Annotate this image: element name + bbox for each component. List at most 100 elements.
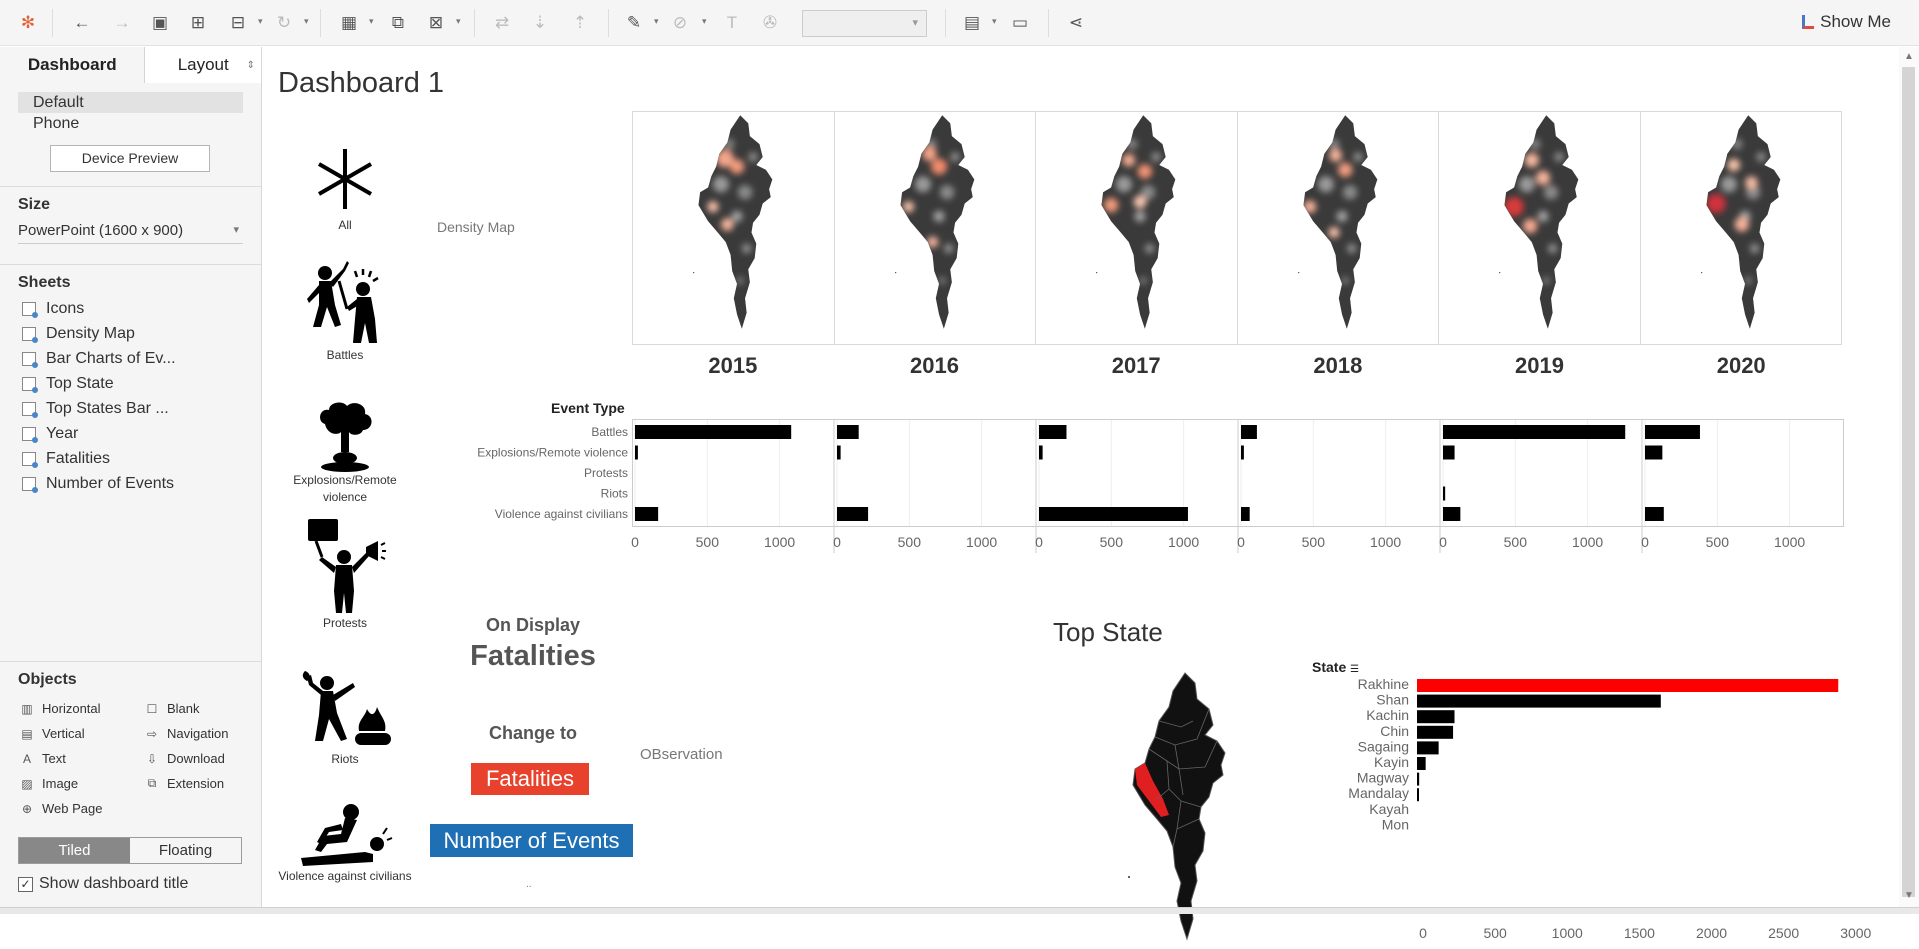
- swap-icon[interactable]: ⇄: [494, 13, 510, 32]
- object-extension[interactable]: ⧉ Extension: [143, 773, 268, 794]
- sheet-item[interactable]: Icons: [22, 296, 261, 321]
- pin-icon[interactable]: ✇: [762, 13, 778, 32]
- bar-2016[interactable]: [837, 425, 859, 439]
- filter-violence-civilians[interactable]: Violence against civilians: [275, 802, 415, 885]
- sort-icon[interactable]: ☰: [1350, 664, 1360, 675]
- bar-2020[interactable]: [1645, 507, 1664, 521]
- undo-icon[interactable]: ←: [73, 13, 91, 32]
- object-download[interactable]: ⇩ Download: [143, 748, 268, 769]
- state-bar[interactable]: [1417, 741, 1439, 755]
- state-bar[interactable]: [1417, 772, 1420, 786]
- fatalities-button[interactable]: Fatalities: [471, 763, 589, 795]
- show-me-button[interactable]: Show Me: [1802, 12, 1891, 32]
- rakhine-state[interactable]: [1135, 763, 1169, 817]
- duplicate-icon[interactable]: ⧉: [391, 13, 405, 32]
- state-bar[interactable]: [1417, 694, 1661, 708]
- object-web-page[interactable]: ⊕ Web Page: [18, 798, 143, 819]
- bar-2018[interactable]: [1241, 445, 1244, 460]
- sheet-item[interactable]: Bar Charts of Ev...: [22, 346, 261, 371]
- scroll-up-icon[interactable]: ▲: [1904, 51, 1914, 62]
- scroll-down-icon[interactable]: ▼: [1904, 890, 1914, 901]
- new-sheet-icon[interactable]: ▦: [340, 13, 358, 32]
- chevron-down-icon[interactable]: ▾: [992, 16, 997, 26]
- fit-select[interactable]: [802, 10, 927, 37]
- state-bar[interactable]: [1417, 710, 1455, 724]
- number-of-events-button[interactable]: Number of Events: [430, 824, 633, 857]
- redo-icon[interactable]: →: [113, 13, 131, 32]
- top-state-map[interactable]: [1121, 669, 1241, 941]
- sort-ascending-icon[interactable]: ⇣: [532, 13, 548, 32]
- density-map-2018[interactable]: [1238, 112, 1439, 344]
- bar-2015[interactable]: [635, 507, 659, 521]
- chevron-down-icon[interactable]: ▾: [304, 16, 309, 26]
- chevron-down-icon[interactable]: ▾: [702, 16, 707, 26]
- sort-descending-icon[interactable]: ⇡: [572, 13, 588, 32]
- state-bar[interactable]: [1417, 788, 1419, 802]
- tab-layout[interactable]: Layout: [144, 47, 261, 83]
- size-select[interactable]: PowerPoint (1600 x 900): [18, 222, 243, 244]
- sheet-item[interactable]: Fatalities: [22, 446, 261, 471]
- object-image[interactable]: ▨ Image: [18, 773, 143, 794]
- chevron-down-icon[interactable]: ▾: [654, 16, 659, 26]
- clear-sheet-icon[interactable]: ⊠: [428, 13, 444, 32]
- labels-icon[interactable]: T: [726, 13, 738, 32]
- density-map-2020[interactable]: [1641, 112, 1842, 344]
- share-icon[interactable]: ⋖: [1068, 13, 1084, 32]
- bar-2016[interactable]: [837, 445, 841, 460]
- chevron-down-icon[interactable]: ▾: [456, 16, 461, 26]
- show-cards-icon[interactable]: ▤: [963, 13, 981, 32]
- scrollbar-thumb[interactable]: [1902, 67, 1915, 897]
- bar-2016[interactable]: [837, 507, 869, 521]
- presentation-icon[interactable]: ▭: [1011, 13, 1029, 32]
- object-navigation[interactable]: ⇨ Navigation: [143, 723, 268, 744]
- filter-protests[interactable]: Protests: [275, 515, 415, 632]
- checkbox-checked-icon[interactable]: ✓: [18, 876, 33, 892]
- highlight-icon[interactable]: ✎: [626, 13, 642, 32]
- refresh-icon[interactable]: ↻: [276, 13, 292, 32]
- save-icon[interactable]: ▣: [151, 13, 169, 32]
- state-bar[interactable]: [1417, 679, 1839, 692]
- bar-2020[interactable]: [1645, 425, 1700, 439]
- sheet-item[interactable]: Number of Events: [22, 471, 261, 496]
- filter-all[interactable]: All: [275, 145, 415, 234]
- bar-2017[interactable]: [1039, 445, 1043, 460]
- sheet-item[interactable]: Top State: [22, 371, 261, 396]
- density-map-2015[interactable]: [633, 112, 835, 344]
- bar-2018[interactable]: [1241, 425, 1257, 439]
- filter-battles[interactable]: Battles: [275, 259, 415, 364]
- chevron-down-icon[interactable]: ▾: [369, 16, 374, 26]
- pause-updates-icon[interactable]: ⊟: [230, 13, 246, 32]
- bar-2017[interactable]: [1039, 507, 1188, 521]
- tab-dashboard[interactable]: Dashboard: [0, 47, 145, 83]
- vertical-scrollbar[interactable]: ▲ ▼: [1899, 47, 1919, 907]
- device-preview-button[interactable]: Device Preview: [50, 145, 210, 172]
- tiled-button[interactable]: Tiled: [19, 838, 130, 863]
- filter-riots[interactable]: Riots: [275, 669, 415, 768]
- show-title-checkbox[interactable]: ✓ Show dashboard title: [18, 875, 262, 893]
- object-text[interactable]: A Text: [18, 748, 143, 769]
- sheet-item[interactable]: Density Map: [22, 321, 261, 346]
- state-bar[interactable]: [1417, 725, 1454, 739]
- new-datasource-icon[interactable]: ⊞: [190, 13, 206, 32]
- chevron-down-icon[interactable]: ▾: [258, 16, 263, 26]
- density-map-2017[interactable]: [1036, 112, 1238, 344]
- object-blank[interactable]: ☐ Blank: [143, 698, 268, 719]
- bar-2015[interactable]: [635, 445, 638, 460]
- state-bar[interactable]: [1417, 757, 1426, 770]
- bar-2017[interactable]: [1039, 425, 1067, 439]
- bar-2019[interactable]: [1443, 425, 1626, 439]
- density-map-2019[interactable]: [1439, 112, 1641, 344]
- tableau-logo-icon[interactable]: ✻: [20, 13, 36, 32]
- object-vertical[interactable]: ▤ Vertical: [18, 723, 143, 744]
- device-phone[interactable]: Phone: [33, 115, 80, 132]
- bar-2020[interactable]: [1645, 445, 1663, 460]
- bar-2019[interactable]: [1443, 445, 1455, 460]
- group-icon[interactable]: ⊘: [672, 13, 688, 32]
- bar-2019[interactable]: [1443, 507, 1461, 521]
- sheet-item[interactable]: Year: [22, 421, 261, 446]
- bar-2015[interactable]: [635, 425, 792, 439]
- bar-2018[interactable]: [1241, 507, 1250, 521]
- device-default[interactable]: Default: [18, 92, 243, 113]
- object-horizontal[interactable]: ▥ Horizontal: [18, 698, 143, 719]
- bar-2019[interactable]: [1443, 486, 1446, 501]
